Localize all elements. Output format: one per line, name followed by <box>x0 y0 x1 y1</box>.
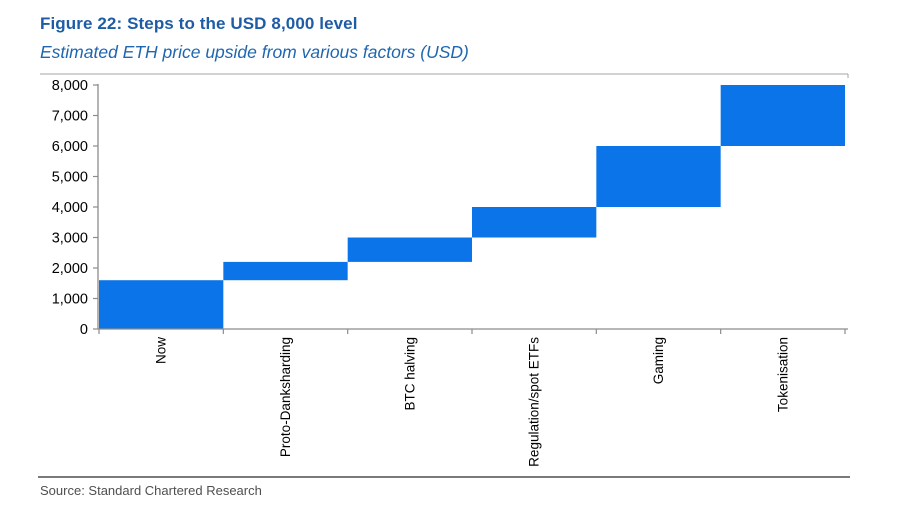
category-label: BTC halving <box>402 337 417 411</box>
category-label: Tokenisation <box>775 337 790 412</box>
figure-subtitle: Estimated ETH price upside from various … <box>40 42 469 62</box>
source-note: Source: Standard Chartered Research <box>40 483 262 498</box>
y-tick-label: 6,000 <box>52 139 88 155</box>
y-tick-label: 7,000 <box>52 109 88 125</box>
y-tick-label: 8,000 <box>52 78 88 94</box>
category-label: Proto-Danksharding <box>278 337 293 457</box>
y-tick-label: 1,000 <box>52 292 88 308</box>
category-label: Regulation/spot ETFs <box>527 337 542 467</box>
y-tick-label: 3,000 <box>52 231 88 247</box>
waterfall-bar <box>472 207 597 238</box>
y-tick-label: 0 <box>80 322 88 338</box>
y-tick-label: 5,000 <box>52 170 88 186</box>
category-label: Now <box>154 337 169 364</box>
figure-title: Figure 22: Steps to the USD 8,000 level <box>40 14 358 33</box>
source-divider <box>38 476 850 478</box>
y-tick-label: 4,000 <box>52 200 88 216</box>
waterfall-bar <box>347 237 472 262</box>
waterfall-bar <box>596 146 721 207</box>
waterfall-bar <box>223 261 348 281</box>
waterfall-bar <box>99 280 224 329</box>
category-label: Gaming <box>651 337 666 384</box>
waterfall-bar <box>720 85 845 146</box>
y-tick-label: 2,000 <box>52 261 88 277</box>
